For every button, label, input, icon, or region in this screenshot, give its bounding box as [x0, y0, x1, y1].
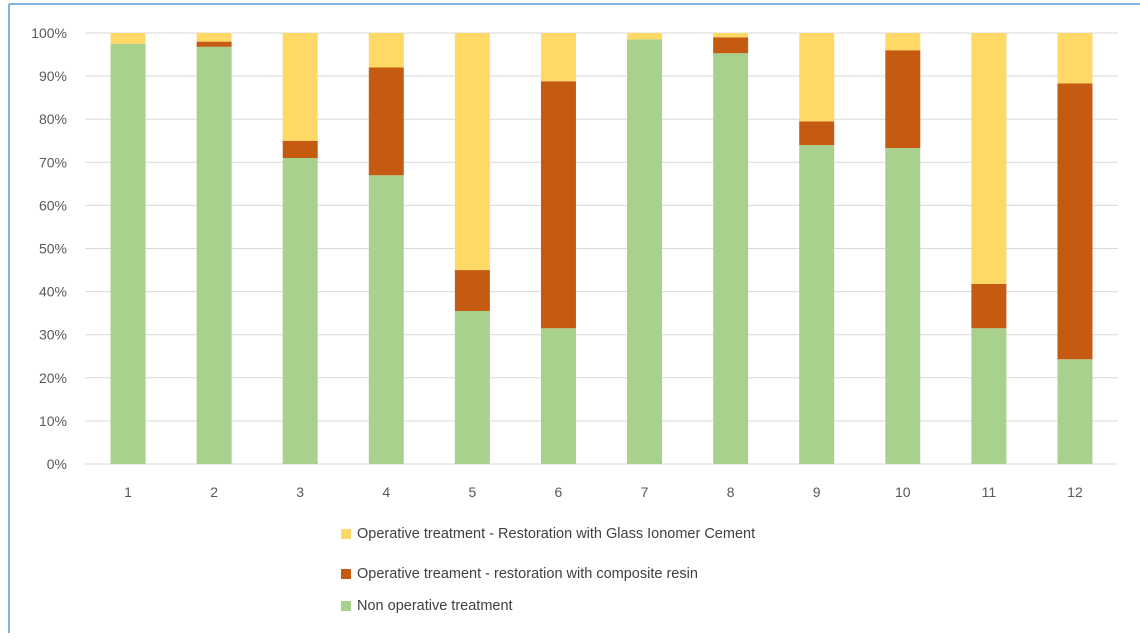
bar-segment — [282, 140, 318, 158]
bar-segment — [713, 37, 749, 54]
bar-segment — [885, 50, 921, 149]
x-tick-label: 11 — [982, 484, 997, 500]
legend-label: Operative treatment - Restoration with G… — [357, 526, 756, 542]
y-tick-label: 20% — [39, 370, 67, 386]
y-axis-tick-labels: 0% 10% 20% 30% 40% 50% 60% 70% 80% 90% 100% — [31, 25, 67, 472]
x-tick-label: 10 — [895, 484, 911, 500]
y-tick-label: 50% — [39, 241, 67, 257]
bar-segment — [540, 81, 576, 329]
bar-segment — [368, 175, 404, 465]
bar-segment — [110, 33, 146, 44]
bar-segment — [713, 33, 749, 38]
bar-segment — [282, 157, 318, 465]
x-tick-label: 4 — [382, 484, 390, 500]
x-axis-tick-labels: 1 2 3 4 5 6 7 8 9 10 11 12 — [124, 484, 1083, 500]
bar-segment — [454, 270, 490, 311]
y-tick-label: 100% — [31, 25, 67, 41]
bar-segment — [540, 328, 576, 464]
y-tick-label: 0% — [47, 456, 67, 472]
bar-segment — [540, 33, 576, 82]
chart-frame — [8, 3, 1140, 633]
legend-item: Operative treatment - Restoration with G… — [341, 524, 755, 544]
y-tick-label: 30% — [39, 327, 67, 343]
y-tick-label: 90% — [39, 68, 67, 84]
legend-swatch — [341, 569, 351, 579]
x-tick-label: 7 — [641, 484, 649, 500]
x-tick-label: 3 — [296, 484, 304, 500]
bar-segment — [454, 310, 490, 464]
gridlines — [85, 32, 1118, 465]
bar-segment — [971, 283, 1007, 329]
bar-segment — [799, 121, 835, 146]
x-tick-label: 2 — [210, 484, 218, 500]
bar-segment — [799, 145, 835, 464]
bar-segment — [368, 33, 404, 68]
bar-segment — [1057, 359, 1093, 464]
bar-segment — [713, 53, 749, 465]
y-tick-label: 80% — [39, 111, 67, 127]
legend-label: Operative treament - restoration with co… — [357, 566, 698, 582]
bar-segment — [110, 43, 146, 465]
x-tick-label: 12 — [1067, 484, 1083, 500]
x-tick-label: 6 — [555, 484, 563, 500]
bar-segment — [885, 33, 921, 51]
y-tick-label: 70% — [39, 154, 67, 170]
bar-segment — [196, 33, 232, 42]
x-tick-label: 8 — [727, 484, 735, 500]
bar-segment — [1057, 83, 1093, 360]
bar-segment — [627, 39, 663, 465]
bar-segment — [799, 33, 835, 122]
bars — [110, 33, 1093, 465]
bar-segment — [454, 33, 490, 271]
bar-segment — [885, 148, 921, 464]
bar-segment — [196, 41, 232, 47]
bar-segment — [1057, 33, 1093, 84]
bar-segment — [627, 33, 663, 40]
bar-segment — [971, 33, 1007, 284]
legend-swatch — [341, 529, 351, 539]
y-tick-label: 60% — [39, 197, 67, 213]
legend-item: Operative treament - restoration with co… — [341, 564, 698, 584]
y-tick-label: 10% — [39, 413, 67, 429]
x-tick-label: 5 — [468, 484, 476, 500]
legend-swatch — [341, 601, 351, 611]
x-tick-label: 9 — [813, 484, 821, 500]
bar-segment — [282, 33, 318, 141]
y-tick-label: 40% — [39, 284, 67, 300]
legend-item: Non operative treatment — [341, 596, 513, 616]
x-tick-label: 1 — [124, 484, 132, 500]
legend-label: Non operative treatment — [357, 598, 513, 614]
bar-segment — [368, 67, 404, 176]
bar-segment — [196, 46, 232, 465]
bar-segment — [971, 328, 1007, 464]
